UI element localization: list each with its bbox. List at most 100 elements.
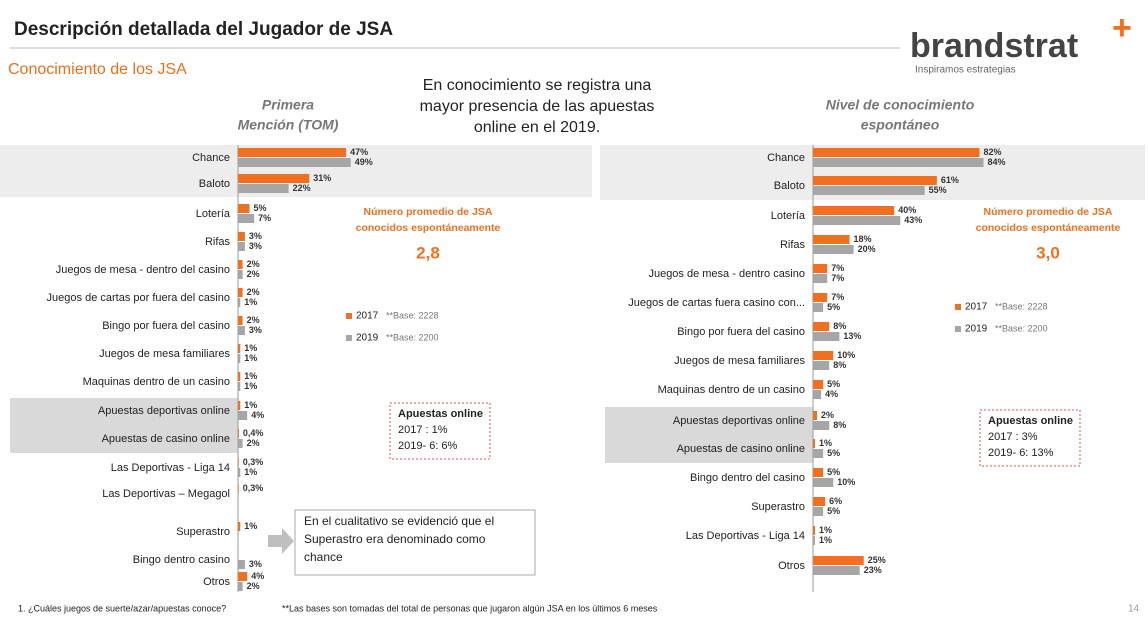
average-label: conocidos espontáneamente (976, 222, 1121, 234)
bar (238, 214, 254, 223)
value-label: 5% (827, 467, 840, 477)
bar (813, 293, 827, 302)
note-line: online en el 2019. (474, 119, 600, 136)
bar (813, 303, 823, 312)
value-label: 5% (254, 203, 267, 213)
value-label: 3% (249, 231, 262, 241)
legend-swatch (955, 326, 961, 332)
value-label: 4% (251, 571, 264, 581)
category-label: Juegos de cartas por fuera del casino (47, 292, 230, 304)
value-label: 4% (825, 389, 838, 399)
bar (238, 326, 245, 335)
value-label: 1% (244, 381, 257, 391)
legend-base: **Base: 2228 (995, 301, 1048, 311)
bar (813, 186, 925, 195)
bar (238, 232, 245, 241)
value-label: 47% (350, 147, 368, 157)
legend-base: **Base: 2200 (995, 323, 1048, 333)
value-label: 1% (244, 400, 257, 410)
chart-title: Mención (TOM) (238, 117, 339, 133)
bar (238, 522, 240, 531)
bar (813, 497, 825, 506)
value-label: 3% (249, 559, 262, 569)
bar (238, 242, 245, 251)
value-label: 2% (247, 269, 260, 279)
bar (238, 468, 240, 477)
value-label: 20% (858, 244, 876, 254)
category-label: Juegos de mesa - dentro casino (648, 268, 805, 280)
value-label: 2% (247, 287, 260, 297)
bar (813, 264, 827, 273)
value-label: 22% (293, 183, 311, 193)
bar (238, 401, 240, 410)
average-label: Número promedio de JSA (984, 206, 1113, 218)
value-label: 1% (244, 521, 257, 531)
slide-title: Descripción detallada del Jugador de JSA (14, 19, 393, 40)
category-label: Rifas (780, 239, 806, 251)
category-label: Las Deportivas – Megagol (102, 488, 230, 500)
value-label: 13% (843, 331, 861, 341)
bar (813, 566, 860, 575)
bar (238, 382, 240, 391)
value-label: 4% (251, 410, 264, 420)
bar (813, 361, 829, 370)
online-box-line: Apuestas online (988, 415, 1073, 427)
value-label: 5% (827, 379, 840, 389)
value-label: 0,3% (243, 457, 264, 467)
footnote: 1. ¿Cuáles juegos de suerte/azar/apuesta… (18, 603, 226, 613)
value-label: 0,3% (243, 483, 264, 493)
value-label: 61% (941, 175, 959, 185)
value-label: 5% (827, 506, 840, 516)
bar (813, 245, 854, 254)
bar (238, 260, 243, 269)
online-box-line: 2017 : 1% (398, 424, 448, 436)
bar (813, 439, 815, 448)
logo: brandstrat (910, 27, 1078, 65)
value-label: 2% (247, 438, 260, 448)
bar (813, 235, 850, 244)
bar (813, 176, 937, 185)
average-label: conocidos espontáneamente (356, 222, 501, 234)
online-box-line: 2017 : 3% (988, 431, 1038, 443)
category-label: Apuestas de casino online (677, 443, 805, 455)
category-label: Bingo por fuera del casino (102, 320, 230, 332)
value-label: 55% (929, 185, 947, 195)
bar (238, 288, 243, 297)
bar (813, 421, 829, 430)
bar (238, 316, 243, 325)
bar (813, 507, 823, 516)
bar (238, 582, 243, 591)
value-label: 1% (819, 525, 832, 535)
bar (813, 322, 829, 331)
bar (813, 468, 823, 477)
value-label: 8% (833, 420, 846, 430)
value-label: 1% (244, 467, 257, 477)
base-note: **Las bases son tomadas del total de per… (282, 603, 658, 613)
bar (238, 429, 239, 438)
category-label: Apuestas deportivas online (98, 405, 230, 417)
category-label: Superastro (751, 501, 805, 513)
bar (238, 344, 240, 353)
category-label: Juegos de mesa - dentro del casino (56, 264, 230, 276)
category-label: Rifas (205, 236, 231, 248)
bar (813, 216, 900, 225)
category-label: Juegos de mesa familiares (99, 348, 230, 360)
legend-swatch (346, 335, 352, 341)
value-label: 7% (258, 213, 271, 223)
value-label: 1% (819, 535, 832, 545)
value-label: 84% (988, 157, 1006, 167)
category-label: Lotería (196, 208, 231, 220)
callout-line: En el cualitativo se evidenció que el (304, 514, 494, 528)
bar (238, 148, 346, 157)
value-label: 1% (244, 297, 257, 307)
bar (813, 332, 839, 341)
tagline: Inspiramos estrategias (915, 65, 1016, 76)
value-label: 3% (249, 241, 262, 251)
value-label: 49% (355, 157, 373, 167)
value-label: 23% (864, 565, 882, 575)
legend-name: 2017 (965, 302, 988, 313)
bar (813, 526, 815, 535)
average-value: 2,8 (416, 243, 440, 262)
value-label: 7% (831, 263, 844, 273)
legend-name: 2019 (356, 333, 379, 344)
